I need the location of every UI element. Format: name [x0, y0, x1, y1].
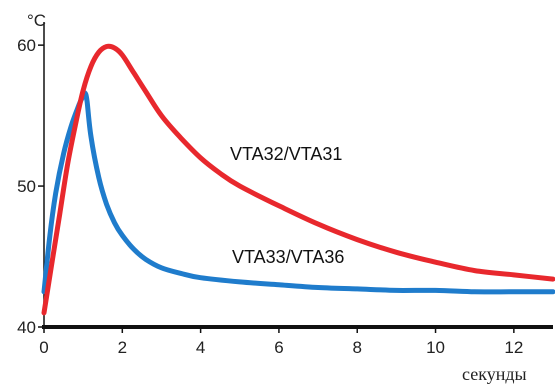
y-tick-label: 50: [17, 177, 36, 196]
x-tick-label: 6: [274, 338, 283, 357]
ticks: 40 50 60 0 2 4 6 8 10 12: [17, 36, 523, 357]
series-label-vta33-vta36: VTA33/VTA36: [232, 247, 344, 267]
series-line-vta32-vta31: [41, 43, 555, 316]
x-axis-unit-label: секунды: [462, 364, 527, 384]
x-tick-label: 4: [196, 338, 205, 357]
y-tick-label: 40: [17, 318, 36, 337]
y-tick-label: 60: [17, 36, 36, 55]
y-axis-unit-label: °C: [27, 11, 46, 30]
series-lines: [41, 43, 555, 316]
series-label-vta32-vta31: VTA32/VTA31: [230, 144, 342, 164]
x-tick-label: 8: [352, 338, 361, 357]
x-tick-label: 12: [504, 338, 523, 357]
x-tick-label: 10: [426, 338, 445, 357]
series-labels: VTA32/VTA31 VTA33/VTA36: [230, 144, 344, 267]
x-tick-label: 2: [118, 338, 127, 357]
axes: [42, 22, 553, 329]
x-tick-label: 0: [39, 338, 48, 357]
